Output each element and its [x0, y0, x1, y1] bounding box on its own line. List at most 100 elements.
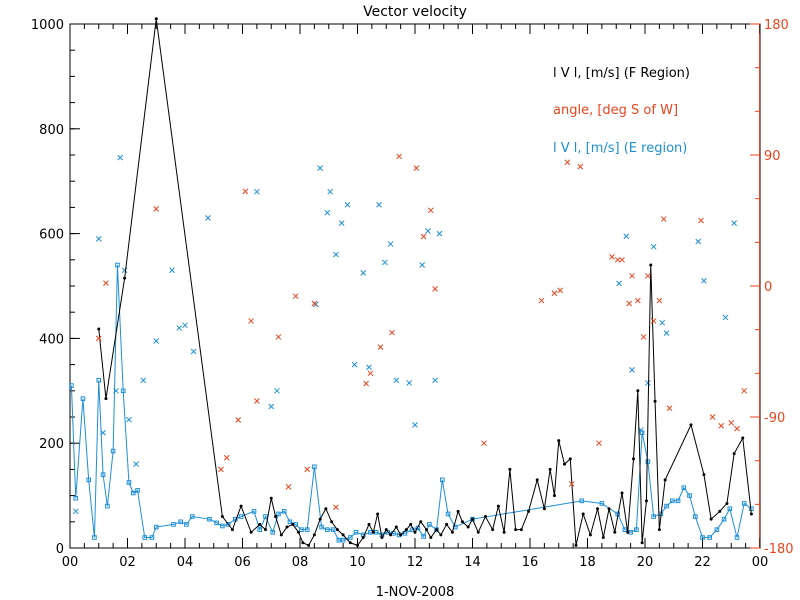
angle-marker [432, 286, 438, 292]
legend-angle: angle, [deg S of W] [553, 103, 678, 118]
e-region-extra-marker [95, 235, 102, 242]
e-region-point [599, 501, 605, 506]
e-region-point [263, 514, 268, 519]
f-region-point [312, 533, 316, 537]
e-region-extra-marker [650, 243, 657, 250]
angle-marker [481, 440, 487, 447]
e-region-extra-marker [623, 233, 630, 240]
e-region-extra-marker [419, 262, 426, 268]
x-axis-label: 1-NOV-2008 [376, 585, 455, 600]
e-region-point [340, 537, 346, 543]
e-region-point [700, 535, 705, 540]
f-region-point [445, 522, 449, 526]
f-region-point [154, 17, 158, 21]
angle-marker [577, 163, 584, 170]
f-region-point [356, 543, 359, 547]
angle-marker [377, 344, 384, 350]
e-region-point [634, 527, 639, 532]
angle-marker [396, 153, 403, 160]
e-region-point [651, 514, 656, 519]
f-region-point [596, 507, 600, 511]
f-region-point [456, 509, 460, 513]
f-region-point [466, 525, 470, 529]
f-region-point [527, 509, 531, 513]
e-region-extra-marker [133, 461, 139, 468]
angle-marker [634, 297, 641, 304]
angle-marker [596, 440, 602, 447]
f-region-point [274, 515, 278, 519]
angle-marker [538, 297, 545, 304]
e-region-extra-marker [381, 259, 388, 266]
f-region-point [741, 436, 745, 440]
f-region-point [636, 389, 640, 393]
legend-e-region: l V l, [m/s] (E region) [553, 141, 687, 156]
f-region-point [491, 528, 495, 532]
f-region-point [371, 530, 375, 534]
x-tick-label: 12 [407, 555, 424, 570]
e-region-point [304, 527, 310, 532]
x-tick-label: 22 [694, 555, 711, 570]
e-region-extra-marker [317, 165, 323, 171]
f-region-point [394, 525, 398, 529]
e-region-point [238, 514, 244, 519]
f-region-point [542, 507, 546, 511]
x-axis-ticks: 00 02 04 06 08 10 12 14 16 18 20 22 00 [62, 24, 769, 570]
e-region-point [348, 535, 353, 540]
e-region-point [207, 516, 212, 522]
f-region-point [279, 533, 283, 537]
x-tick-label: 00 [62, 555, 79, 570]
e-region-point [281, 509, 287, 514]
e-region-point [427, 522, 432, 527]
y-left-tick-label: 0 [56, 542, 64, 557]
angle-marker [311, 300, 318, 307]
e-region-point [622, 527, 628, 532]
e-region-point [330, 527, 336, 532]
f-region-point [471, 517, 474, 521]
e-region-point [445, 511, 451, 517]
e-region-point [73, 495, 79, 501]
e-region-point [126, 480, 132, 485]
f-region-point [607, 507, 611, 511]
e-region-extra-marker [153, 338, 160, 344]
f-region-point [409, 522, 413, 526]
f-region-point [657, 528, 661, 532]
f-region-point [514, 528, 518, 532]
f-region-point [557, 439, 561, 443]
series-layer [69, 17, 754, 547]
f-region-point [535, 478, 539, 482]
angle-marker [709, 414, 716, 420]
e-region-point [225, 522, 231, 527]
angle-marker [103, 280, 109, 286]
angle-marker [304, 466, 311, 473]
angle-marker [235, 417, 242, 423]
f-region-point [335, 528, 339, 532]
x-tick-label: 06 [234, 555, 251, 570]
angle-marker [666, 405, 673, 412]
f-region-point [341, 533, 345, 537]
angle-marker [645, 272, 651, 279]
angle-marker [660, 216, 667, 222]
x-tick-label: 00 [752, 555, 769, 570]
f-region-point [307, 543, 311, 547]
angle-marker [650, 318, 657, 324]
e-region-point [149, 535, 155, 540]
e-region-point [675, 498, 681, 504]
angle-marker [734, 425, 740, 432]
f-region-point [399, 533, 403, 537]
e-region-extra-marker [254, 188, 260, 195]
e-region-point [100, 472, 106, 477]
f-region-point [508, 467, 512, 471]
angle-marker [389, 329, 395, 336]
f-region-point [324, 507, 328, 511]
e-region-point [287, 519, 293, 525]
f-region-point [285, 525, 289, 529]
f-region-point [653, 399, 657, 403]
e-region-extra-marker [645, 380, 651, 386]
angle-marker [568, 481, 575, 487]
e-region-point [353, 529, 359, 535]
f-region-point [689, 423, 693, 427]
e-region-point [421, 534, 426, 539]
e-region-extra-marker [169, 267, 175, 274]
e-region-extra-marker [366, 364, 372, 371]
f-region-point [552, 494, 556, 498]
